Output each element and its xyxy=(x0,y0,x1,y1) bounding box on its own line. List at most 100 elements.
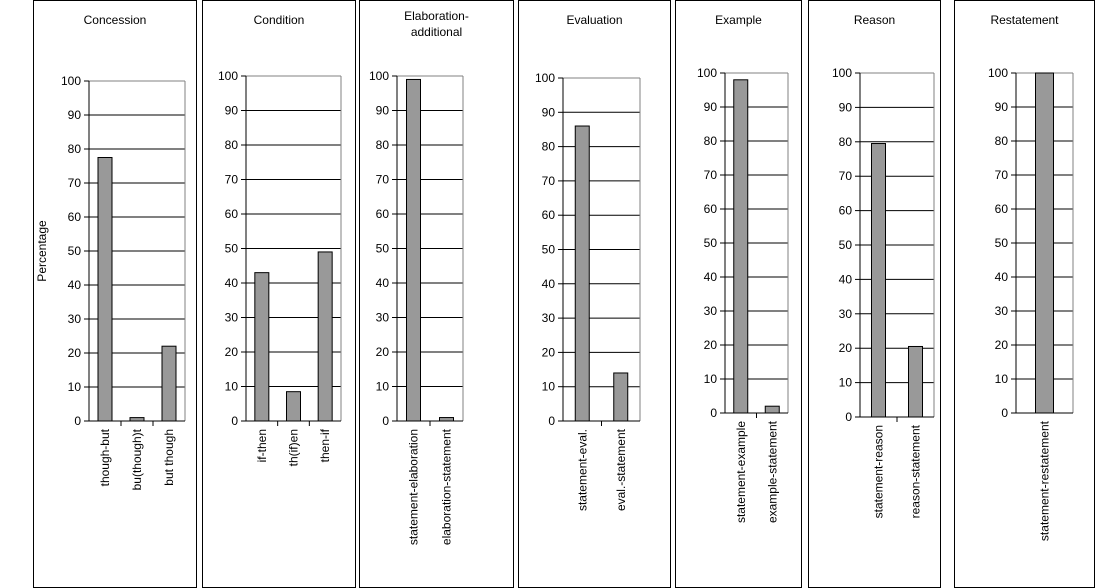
bar xyxy=(574,125,590,422)
y-tick-label: 90 xyxy=(704,100,718,114)
y-tick-label: 70 xyxy=(225,173,239,187)
y-tick-label: 70 xyxy=(995,168,1009,182)
y-tick-label: 10 xyxy=(376,380,390,394)
x-category-label: then-if xyxy=(318,428,332,462)
panel-border xyxy=(33,0,197,588)
y-tick-label: 70 xyxy=(68,176,82,190)
chart-panel-2: Condition 0 10 20 30 40 50 60 70 80 90 100 if-then th… xyxy=(202,0,356,588)
y-tick-label: 10 xyxy=(225,380,239,394)
bar xyxy=(871,143,886,418)
y-tick-label: 40 xyxy=(376,276,390,290)
y-tick-label: 60 xyxy=(995,202,1009,216)
y-tick-label: 50 xyxy=(68,244,82,258)
x-category-label: but though xyxy=(162,429,176,486)
y-tick-label: 30 xyxy=(376,311,390,325)
y-tick-label: 20 xyxy=(68,346,82,360)
y-tick-label: 80 xyxy=(68,142,82,156)
y-tick-label: 10 xyxy=(542,380,556,394)
x-category-label: statement-restatement xyxy=(1038,420,1052,541)
y-tick-label: 30 xyxy=(995,304,1009,318)
x-category-label: example-statement xyxy=(765,420,779,523)
y-tick-label: 60 xyxy=(839,204,853,218)
y-tick-label: 30 xyxy=(542,311,556,325)
y-tick-label: 100 xyxy=(369,69,389,83)
chart-panel-4: Evaluation 0 10 20 30 40 50 60 70 80 90 100 statemen… xyxy=(518,0,671,588)
y-tick-label: 80 xyxy=(542,140,556,154)
chart-panel-5: Example 0 10 20 30 40 50 60 70 80 90 100 statement-e… xyxy=(675,0,802,588)
chart-title: additional xyxy=(411,25,462,39)
y-tick-label: 50 xyxy=(839,238,853,252)
x-category-label: reason-statement xyxy=(909,424,923,518)
y-tick-label: 100 xyxy=(535,71,555,85)
y-axis-label: Percentage xyxy=(35,220,49,282)
y-tick-label: 40 xyxy=(68,278,82,292)
x-category-label: though-but xyxy=(98,428,112,486)
bar xyxy=(439,417,454,422)
y-tick-label: 50 xyxy=(376,242,390,256)
y-tick-label: 40 xyxy=(542,277,556,291)
y-tick-label: 90 xyxy=(542,105,556,119)
x-category-label: if-then xyxy=(255,429,269,462)
panel-border xyxy=(359,0,514,588)
y-tick-label: 10 xyxy=(704,372,718,386)
y-tick-label: 0 xyxy=(74,414,81,428)
chart-title: Reason xyxy=(854,13,895,27)
y-tick-label: 50 xyxy=(995,236,1009,250)
bar xyxy=(286,391,301,422)
y-tick-label: 20 xyxy=(542,345,556,359)
y-tick-label: 0 xyxy=(710,406,717,420)
chart-title: Condition xyxy=(254,13,305,27)
panel-border xyxy=(518,0,671,588)
y-tick-label: 80 xyxy=(704,134,718,148)
bar xyxy=(97,157,113,422)
y-tick-label: 10 xyxy=(839,376,853,390)
y-tick-label: 40 xyxy=(704,270,718,284)
y-tick-label: 40 xyxy=(839,272,853,286)
y-tick-label: 70 xyxy=(542,174,556,188)
y-tick-label: 30 xyxy=(839,307,853,321)
y-tick-label: 0 xyxy=(382,414,389,428)
x-category-label: th(if)en xyxy=(287,429,301,466)
chart-panel-6: Reason 0 10 20 30 40 50 60 70 80 90 100 statement-re… xyxy=(808,0,941,588)
y-tick-label: 0 xyxy=(548,414,555,428)
y-tick-label: 70 xyxy=(839,169,853,183)
y-tick-label: 0 xyxy=(231,414,238,428)
y-tick-label: 90 xyxy=(225,104,239,118)
y-tick-label: 30 xyxy=(225,311,239,325)
chart-title: Elaboration- xyxy=(404,9,469,23)
y-tick-label: 90 xyxy=(995,100,1009,114)
y-tick-label: 20 xyxy=(995,338,1009,352)
y-tick-label: 80 xyxy=(839,135,853,149)
y-tick-label: 40 xyxy=(995,270,1009,284)
y-tick-label: 60 xyxy=(68,210,82,224)
y-tick-label: 100 xyxy=(61,74,81,88)
y-tick-label: 100 xyxy=(697,66,717,80)
y-tick-label: 60 xyxy=(376,207,390,221)
y-tick-label: 0 xyxy=(1001,406,1008,420)
x-category-label: statement-reason xyxy=(872,425,886,518)
y-tick-label: 30 xyxy=(704,304,718,318)
y-tick-label: 40 xyxy=(225,276,239,290)
x-category-label: bu(though)t xyxy=(130,428,144,490)
bar xyxy=(733,79,749,414)
bar xyxy=(406,78,421,422)
y-tick-label: 100 xyxy=(218,69,238,83)
bar xyxy=(129,417,145,422)
y-tick-label: 60 xyxy=(225,207,239,221)
chart-title: Evaluation xyxy=(566,13,622,27)
x-category-label: statement-eval. xyxy=(575,429,589,511)
y-tick-label: 50 xyxy=(225,242,239,256)
y-tick-label: 80 xyxy=(376,138,390,152)
chart-panel-1: Concession 0 10 20 30 40 50 60 70 80 90 100 though-b… xyxy=(33,0,197,588)
x-category-label: eval.-statement xyxy=(614,428,628,511)
y-tick-label: 30 xyxy=(68,312,82,326)
y-tick-label: 50 xyxy=(704,236,718,250)
y-tick-label: 90 xyxy=(376,104,390,118)
bar xyxy=(254,272,270,422)
bar xyxy=(1035,72,1054,414)
y-tick-label: 60 xyxy=(542,208,556,222)
y-tick-label: 70 xyxy=(376,173,390,187)
y-tick-label: 20 xyxy=(225,345,239,359)
